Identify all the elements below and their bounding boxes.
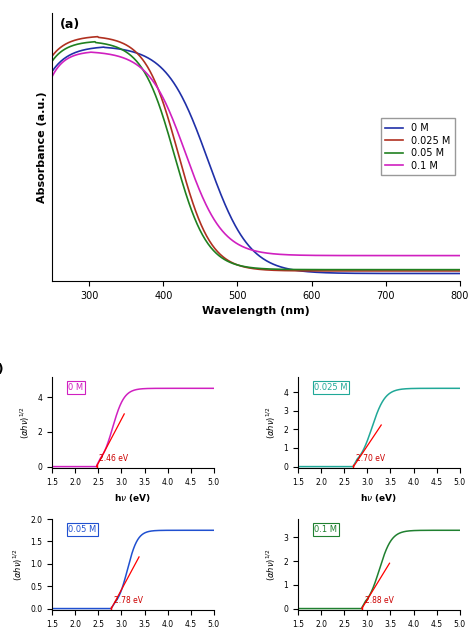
0.025 M xyxy=(357,267,363,275)
Y-axis label: $(\alpha h\nu)^{1/2}$: $(\alpha h\nu)^{1/2}$ xyxy=(11,548,25,581)
Text: 0.1 M: 0.1 M xyxy=(314,525,337,534)
0.05 M xyxy=(235,261,240,269)
0.05 M xyxy=(155,97,161,104)
Y-axis label: Absorbance (a.u.): Absorbance (a.u.) xyxy=(36,91,46,203)
0.1 M xyxy=(235,240,240,248)
Line: 0.025 M: 0.025 M xyxy=(52,36,460,271)
0 M xyxy=(457,270,463,277)
Text: 2.70 eV: 2.70 eV xyxy=(356,455,385,464)
0 M xyxy=(357,270,363,277)
0 M xyxy=(49,68,55,75)
Text: 2.78 eV: 2.78 eV xyxy=(114,596,143,606)
Text: 2.88 eV: 2.88 eV xyxy=(365,596,393,606)
0 M xyxy=(122,46,128,53)
X-axis label: Wavelength (nm): Wavelength (nm) xyxy=(202,306,310,316)
0.1 M xyxy=(155,84,161,92)
Legend: 0 M, 0.025 M, 0.05 M, 0.1 M: 0 M, 0.025 M, 0.05 M, 0.1 M xyxy=(381,118,455,175)
0.1 M xyxy=(49,73,55,81)
Text: 0.025 M: 0.025 M xyxy=(314,383,348,392)
0.05 M xyxy=(92,38,98,45)
0.05 M xyxy=(357,266,363,274)
Y-axis label: $(\alpha h\nu)^{1/2}$: $(\alpha h\nu)^{1/2}$ xyxy=(18,406,32,439)
Text: 0 M: 0 M xyxy=(68,383,83,392)
Line: 0.05 M: 0.05 M xyxy=(52,42,460,270)
X-axis label: h$\nu$ (eV): h$\nu$ (eV) xyxy=(114,493,152,504)
0 M xyxy=(235,225,240,233)
0.05 M xyxy=(457,266,463,274)
0.025 M xyxy=(122,40,128,48)
0.1 M xyxy=(290,251,296,259)
Y-axis label: $(\alpha h\nu)^{1/2}$: $(\alpha h\nu)^{1/2}$ xyxy=(264,406,278,439)
Text: 2.46 eV: 2.46 eV xyxy=(99,455,128,464)
0.025 M xyxy=(290,267,296,274)
0.025 M xyxy=(457,267,463,275)
0.025 M xyxy=(322,267,328,275)
0.05 M xyxy=(290,265,296,273)
0.025 M xyxy=(235,261,240,269)
Line: 0.1 M: 0.1 M xyxy=(52,52,460,255)
0.1 M xyxy=(357,252,363,259)
Line: 0 M: 0 M xyxy=(52,47,460,274)
0.1 M xyxy=(122,55,128,62)
0.025 M xyxy=(155,84,161,91)
0.1 M xyxy=(322,252,328,259)
0 M xyxy=(101,43,107,51)
0.025 M xyxy=(49,52,55,60)
0.1 M xyxy=(88,48,94,56)
0.1 M xyxy=(457,252,463,259)
0.05 M xyxy=(322,266,328,274)
X-axis label: h$\nu$ (eV): h$\nu$ (eV) xyxy=(360,493,398,504)
0 M xyxy=(290,266,296,274)
Text: 0.05 M: 0.05 M xyxy=(68,525,97,534)
Text: (b): (b) xyxy=(0,363,5,376)
0 M xyxy=(322,269,328,277)
0.05 M xyxy=(49,57,55,65)
Text: (a): (a) xyxy=(60,18,81,31)
Y-axis label: $(\alpha h\nu)^{1/2}$: $(\alpha h\nu)^{1/2}$ xyxy=(264,548,278,581)
0 M xyxy=(155,61,161,69)
0.05 M xyxy=(122,47,128,55)
0.025 M xyxy=(95,33,100,40)
